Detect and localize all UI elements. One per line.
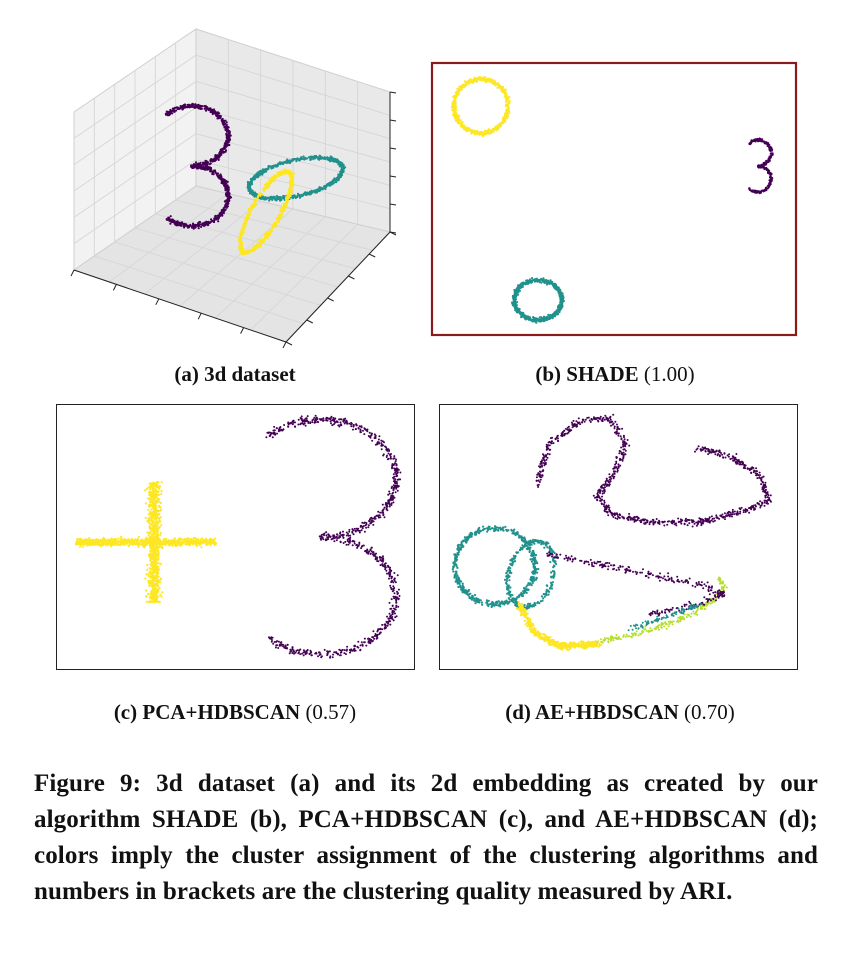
cluster-purple-s xyxy=(265,414,402,659)
cluster-yellow-arc xyxy=(515,600,603,651)
panel-a-label: (a) 3d dataset xyxy=(174,362,296,386)
cluster-purple-s xyxy=(164,102,233,230)
plot-ae-embedding xyxy=(439,404,798,670)
panel-c-caption: (c) PCA+HDBSCAN (0.57) xyxy=(70,700,400,725)
cluster-purple-s xyxy=(748,137,774,195)
plot-3d-dataset xyxy=(70,28,397,349)
cluster-yellow-cross xyxy=(74,481,217,604)
cluster-teal-ring xyxy=(246,154,347,202)
panel-d-label: (d) AE+HBDSCAN xyxy=(505,700,679,724)
panel-c-pca-plot xyxy=(56,404,415,670)
plot-frame xyxy=(430,61,798,337)
panel-d-caption: (d) AE+HBDSCAN (0.70) xyxy=(455,700,785,725)
axes-3d-grid xyxy=(70,28,397,349)
panel-b-caption: (b) SHADE (1.00) xyxy=(480,362,750,387)
panel-b-score: (1.00) xyxy=(643,362,695,386)
panel-c-label: (c) PCA+HDBSCAN xyxy=(113,700,301,724)
cluster-yellow-ring xyxy=(450,76,511,138)
plot-frame xyxy=(56,404,415,670)
plot-pca-embedding xyxy=(56,404,415,670)
panel-a-3d-plot xyxy=(60,20,400,350)
figure-caption: Figure 9: 3d dataset (a) and its 2d embe… xyxy=(34,770,818,905)
panel-d-ae-plot xyxy=(439,404,798,670)
panel-b-label: (b) SHADE xyxy=(535,362,639,386)
panel-b-shade-plot xyxy=(430,61,798,337)
cluster-yellow-ring xyxy=(237,168,295,256)
panel-d-score: (0.70) xyxy=(684,700,735,724)
cluster-teal-rings xyxy=(451,525,558,610)
plot-shade-embedding xyxy=(430,61,798,337)
cluster-teal-ring xyxy=(511,277,565,324)
plot-frame xyxy=(439,404,798,670)
panel-a-caption: (a) 3d dataset xyxy=(115,362,355,387)
cluster-teal-tail xyxy=(627,602,702,632)
panel-c-score: (0.57) xyxy=(305,700,357,724)
cluster-purple-curve xyxy=(535,413,772,528)
cluster-lime-arc xyxy=(596,576,728,644)
